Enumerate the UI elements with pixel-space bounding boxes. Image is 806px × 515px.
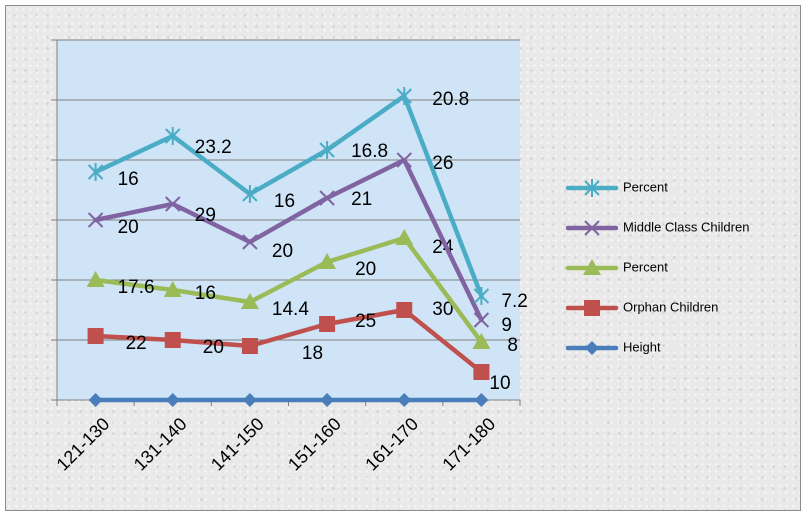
legend-label: Middle Class Children: [623, 219, 749, 234]
data-point: [88, 393, 103, 407]
data-label: 20: [355, 259, 376, 280]
legend-marker: [583, 259, 601, 275]
data-label: 10: [489, 373, 510, 394]
x-tick-label: 131-140: [130, 414, 191, 475]
data-label: 20: [272, 241, 293, 262]
series-line: [93, 93, 484, 299]
data-point: [164, 332, 181, 348]
data-point: [473, 364, 490, 380]
data-label: 30: [432, 299, 453, 320]
x-tick-label: 141-150: [207, 414, 268, 475]
data-point: [396, 87, 412, 105]
x-tick-label: 171-180: [438, 414, 499, 475]
data-label: 16.8: [351, 141, 388, 162]
data-point: [319, 190, 335, 206]
data-point: [396, 152, 412, 168]
data-point: [165, 127, 181, 145]
legend-marker: [584, 300, 600, 316]
data-point: [87, 212, 104, 228]
data-point: [165, 196, 181, 212]
data-point: [396, 302, 413, 318]
data-label: 25: [355, 311, 376, 332]
data-point: [87, 328, 104, 344]
data-point: [473, 312, 490, 328]
data-point: [320, 393, 335, 407]
series-line: [93, 307, 484, 375]
data-point: [242, 185, 258, 203]
legend-label: Height: [623, 339, 661, 354]
data-label: 23.2: [195, 137, 232, 158]
data-point: [242, 393, 257, 407]
data-point: [397, 393, 412, 407]
data-label: 7.2: [501, 291, 527, 312]
data-point: [318, 253, 337, 269]
legend-marker: [585, 341, 599, 355]
data-point: [241, 338, 258, 354]
data-label: 29: [195, 205, 216, 226]
data-point: [395, 229, 414, 245]
data-point: [319, 316, 336, 332]
data-point: [240, 293, 259, 309]
data-label: 18: [302, 343, 323, 364]
data-label: 16: [195, 283, 216, 304]
data-label: 26: [432, 153, 453, 174]
data-label: 21: [351, 189, 372, 210]
data-label: 20.8: [432, 89, 469, 110]
data-label: 20: [203, 337, 224, 358]
legend-label: Percent: [623, 259, 668, 274]
data-label: 20: [118, 217, 139, 238]
data-point: [242, 234, 258, 250]
x-tick-label: 151-160: [284, 414, 345, 475]
data-point: [86, 271, 105, 287]
data-point: [472, 333, 491, 349]
data-label: 8: [507, 335, 518, 356]
x-tick-label: 121-130: [53, 414, 114, 475]
data-label: 14.4: [272, 299, 309, 320]
data-label: 9: [501, 315, 512, 336]
data-point: [87, 163, 104, 181]
legend-label: Percent: [623, 179, 668, 194]
data-point: [473, 287, 490, 305]
data-label: 22: [126, 333, 147, 354]
data-label: 16: [118, 169, 139, 190]
legend-marker: [584, 179, 600, 197]
data-point: [165, 393, 180, 407]
data-label: 16: [274, 191, 295, 212]
data-point: [474, 393, 489, 407]
legend-label: Orphan Children: [623, 299, 718, 314]
data-point: [163, 281, 182, 297]
legend-marker: [584, 220, 600, 236]
series-line: [93, 235, 484, 345]
data-label: 17.6: [118, 277, 155, 298]
series-line: [93, 157, 484, 323]
x-tick-label: 161-170: [361, 414, 422, 475]
data-point: [319, 141, 335, 159]
